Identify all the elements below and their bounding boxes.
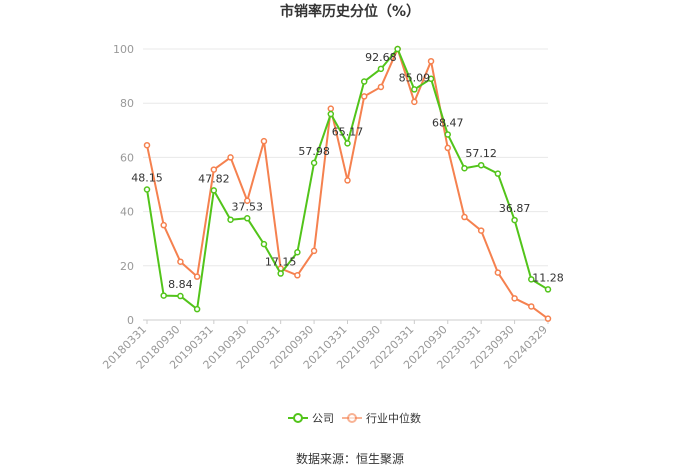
data-point [160,221,167,229]
legend-label: 公司 [312,412,334,425]
data-label: 48.15 [131,172,163,185]
legend-item-1[interactable]: 行业中位数 [342,411,421,425]
data-point [411,86,418,93]
data-point [210,187,218,194]
data-point [294,272,301,279]
data-point [477,227,485,234]
data-point [461,213,468,221]
legend-item-0[interactable]: 公司 [288,412,334,425]
data-point [427,57,435,65]
data-label: 11.28 [532,271,564,284]
data-point [244,197,251,205]
y-tick-label: 80 [120,97,134,110]
data-point [411,98,418,106]
data-point [193,305,201,313]
data-label: 17.15 [265,256,297,269]
data-point [244,215,251,222]
data-point [511,295,518,302]
y-tick-label: 40 [120,206,134,219]
data-point [344,177,351,184]
data-point [193,273,201,280]
data-point [377,65,385,73]
chart-title: 市销率历史分位（%） [280,3,420,20]
data-point [544,315,552,322]
source-note: 数据来源：恒生聚源 [296,451,404,466]
x-axis: 2018033120180930201903312019093020200331… [100,319,550,372]
data-point [344,140,351,147]
data-point [427,75,435,83]
data-point [377,83,385,91]
data-point [310,247,318,255]
data-label: 65.17 [332,125,364,138]
data-point [160,292,167,299]
data-point [394,45,401,53]
y-tick-label: 60 [120,151,134,164]
data-point [461,164,468,172]
data-point [143,141,151,149]
data-label: 57.98 [298,145,330,158]
data-point [528,303,535,310]
legend-marker [347,413,357,423]
data-point [310,159,318,167]
data-point [477,161,485,169]
data-point [227,216,234,223]
data-label: 68.47 [432,116,464,129]
data-point [294,249,301,256]
data-point [143,186,151,193]
data-label: 36.87 [499,202,531,215]
data-point [260,137,268,145]
data-label: 85.09 [399,71,431,84]
legend-marker [293,413,303,423]
y-tick-label: 100 [113,43,134,56]
data-point [544,286,552,293]
data-point [494,269,502,276]
data-label: 92.68 [365,51,397,64]
data-point [177,258,184,265]
y-tick-label: 20 [120,260,134,273]
data-point [227,154,234,161]
data-point [360,93,368,100]
data-label: 57.12 [465,147,497,160]
data-point [360,78,368,85]
series-group [143,45,552,322]
y-axis: 0 20 40 60 80 100 [113,43,134,327]
data-point [511,216,518,224]
data-point [277,270,284,277]
data-label: 8.84 [168,278,193,291]
data-point [177,292,184,300]
data-label: 37.53 [232,200,264,213]
legend[interactable]: 公司 行业中位数 [288,411,421,425]
data-point [210,166,218,173]
legend-label: 行业中位数 [366,411,421,425]
data-point [327,110,335,118]
data-label: 47.82 [198,172,230,185]
data-point [327,105,335,112]
data-point [260,240,268,248]
y-tick-label: 0 [127,314,134,327]
data-point [528,276,535,283]
data-point [494,170,502,177]
data-point [444,131,451,138]
data-point [444,144,451,152]
